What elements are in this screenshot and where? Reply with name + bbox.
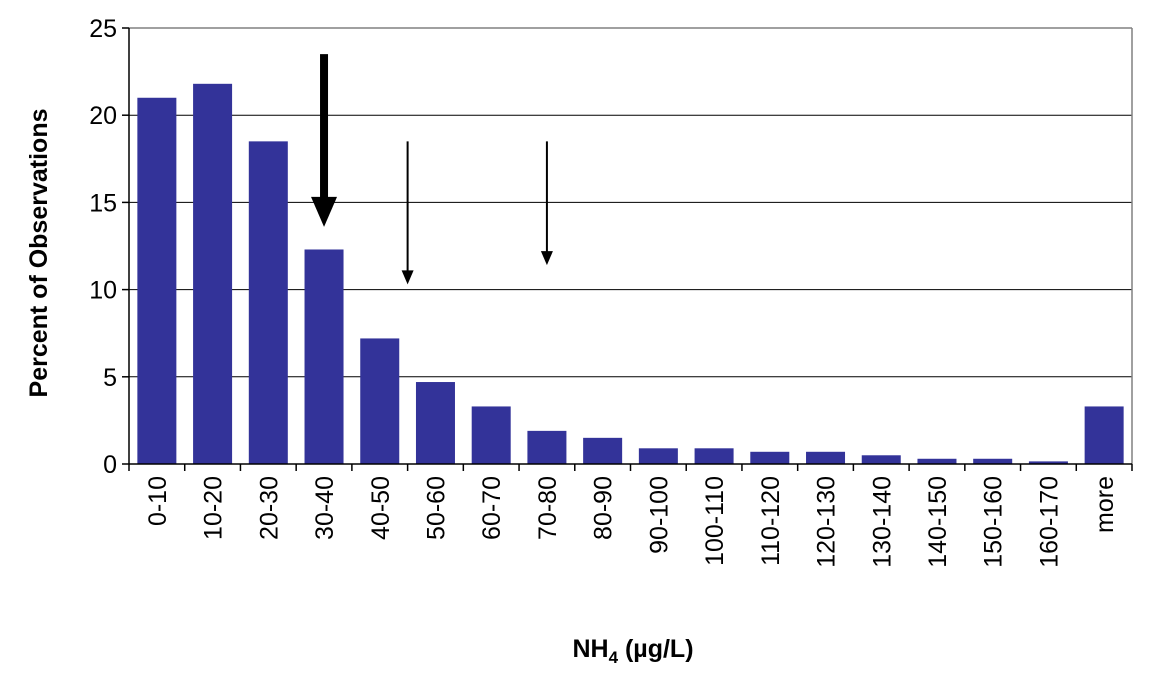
y-tick-label: 20 [89,102,117,130]
x-tick-label: 90-100 [645,476,673,554]
x-tick-label: 80-90 [590,476,618,540]
x-tick-label: 160-170 [1035,476,1063,568]
x-axis-title-main: NH [572,635,608,663]
bar-20-30 [248,141,288,465]
x-tick-label: more [1091,476,1119,533]
y-tick-label: 25 [89,15,117,43]
bar-80-90 [583,437,623,464]
bar-130-140 [861,455,901,464]
bar-60-70 [471,406,511,464]
x-axis-title-subscript: 4 [609,648,619,667]
y-axis-ticks: 0 5 10 15 20 25 [89,15,129,479]
x-tick-label: 120-130 [813,476,841,568]
x-tick-label: 110-120 [757,476,785,566]
bar-100-110 [694,448,734,464]
bar-110-120 [750,451,790,464]
bar-160-170 [1028,461,1068,464]
x-axis-title: NH4 (µg/L) [572,635,693,667]
bar-140-150 [917,458,957,464]
x-tick-label: 50-60 [422,476,450,540]
y-tick-label: 0 [103,451,117,479]
grid-lines [129,114,1132,378]
bar-more [1084,406,1124,464]
bar-120-130 [806,451,846,464]
x-tick-label: 10-20 [200,476,228,540]
bar-150-160 [973,458,1013,464]
y-axis-title: Percent of Observations [25,109,53,398]
bar-10-20 [193,83,233,465]
bar-0-10 [137,97,177,464]
bar-70-80 [527,430,567,464]
bar-90-100 [638,448,678,464]
annotations [311,54,553,285]
y-tick-label: 10 [89,277,117,305]
y-tick-label: 15 [89,189,117,217]
arrow-head [311,196,338,227]
bars [137,83,1124,465]
x-axis-ticks: 0-10 10-20 20-30 30-40 40-50 50-60 60-70 70-80 8… [128,464,1133,568]
x-tick-label: 30-40 [311,476,339,540]
x-axis-title-unit: (µg/L) [618,635,694,663]
y-tick-label: 5 [103,364,117,392]
x-tick-label: 0-10 [144,476,172,526]
arrow-head [540,251,553,266]
x-tick-label: 20-30 [255,476,283,540]
x-tick-label: 140-150 [924,476,952,568]
x-tick-label: 150-160 [980,476,1008,568]
x-tick-label: 130-140 [868,476,896,568]
bar-40-50 [360,338,400,464]
x-tick-label: 60-70 [478,476,506,540]
bar-30-40 [304,249,344,464]
arrow-head [401,270,414,285]
x-tick-label: 40-50 [367,476,395,540]
bar-50-60 [415,382,455,464]
x-tick-label: 70-80 [534,476,562,540]
x-tick-label: 100-110 [701,476,729,566]
